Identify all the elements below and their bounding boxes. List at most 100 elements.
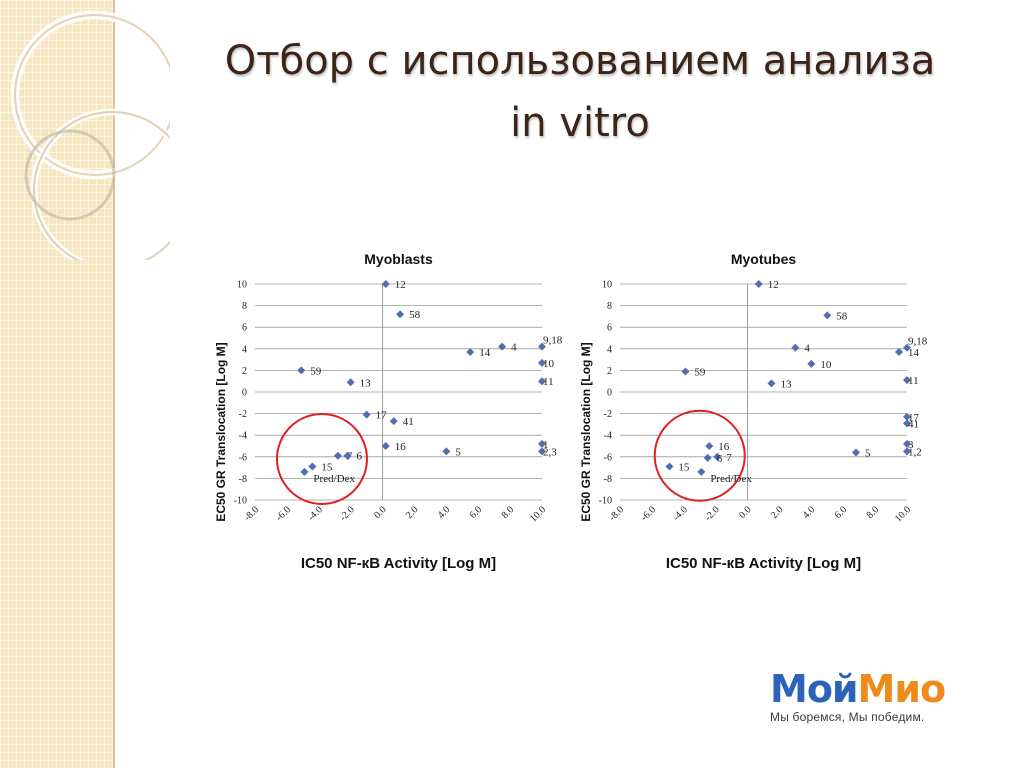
logo-tagline: Мы боремся, Мы победим. [770,710,925,724]
data-point [903,439,911,448]
y-tick-label: -10 [234,496,247,507]
data-point-label: 3 [908,439,914,451]
x-tick-label: -4.0 [671,504,690,523]
data-point [343,451,352,460]
data-point [396,310,405,319]
data-point [903,447,911,456]
y-tick-label: 6 [607,323,612,334]
data-point [903,419,911,428]
data-point [498,342,507,351]
data-point-label: 10 [820,359,832,371]
y-tick-label: -4 [604,431,612,442]
y-tick-label: 2 [607,366,612,377]
highlight-circle [653,409,746,502]
data-point-label: 9,18 [908,336,928,348]
y-tick-label: 4 [607,344,612,355]
data-point-label: 9,18 [543,335,563,347]
x-tick-label: 0.0 [737,504,754,521]
y-tick-label: 0 [242,388,247,399]
logo: МойМио Мы боремся, Мы победим. [770,668,990,724]
slide-title-line-2: in vitro [510,100,650,146]
data-point-label: 11 [908,375,919,387]
data-point-label: 59 [310,365,322,377]
x-tick-label: 10.0 [893,504,913,524]
y-tick-label: 0 [607,388,612,399]
data-point-label: 12 [395,279,406,291]
data-point-label: 41 [908,418,919,430]
y-tick-label: -4 [239,431,247,442]
data-point-label: 12 [768,279,779,291]
y-axis-label: EC50 GR Translocation [Log M] [579,342,593,521]
slide-title: Отбор с использованием анализа in vitro [150,30,1010,154]
y-tick-label: -2 [604,409,612,420]
data-point-label: 17 [376,410,388,422]
data-point [713,452,722,461]
x-axis-label: IC50 NF-кB Activity [Log M] [301,555,496,572]
data-point [308,462,317,471]
x-tick-label: -8.0 [607,504,626,523]
chart-svg: Myoblasts 10 8 6 4 2 0 -2 -4 -6 -8 -10-8.0 -6.0 -4.0-… [214,251,563,572]
data-point-label: 1 [543,439,549,451]
data-point [665,462,674,471]
data-point [538,377,546,386]
data-point [767,379,776,388]
x-tick-label: -6.0 [274,504,293,523]
slide-title-line-1: Отбор с использованием анализа [224,38,936,84]
data-point-label: 16 [718,441,730,453]
data-point-label: 5 [455,446,461,458]
data-point-label: 13 [360,377,372,389]
data-point-label: 6 [717,453,723,465]
data-point [346,378,355,387]
logo-part-2: Мио [857,667,947,711]
x-tick-label: 2.0 [769,504,786,521]
data-point-label: 15 [678,462,690,474]
chart-title: Myotubes [731,251,797,267]
data-point [362,410,371,419]
decorative-rings [10,10,170,260]
y-tick-label: 8 [607,301,612,312]
data-point-label: 10 [543,358,555,370]
data-point [297,366,306,375]
data-point-label: 59 [694,366,706,378]
highlight-circle [275,412,368,505]
data-point [333,451,342,460]
x-tick-label: 6.0 [468,504,485,521]
side-strip-border [113,0,115,768]
x-tick-label: 6.0 [833,504,850,521]
data-point [791,343,800,352]
data-point-label: 17 [908,412,920,424]
data-point-label: 14 [908,347,920,359]
data-point-label: 58 [836,310,848,322]
data-point [895,348,904,357]
x-tick-label: 4.0 [436,504,453,521]
data-point-label: 41 [403,416,414,428]
chart-myoblasts: Myoblasts 10 8 6 4 2 0 -2 -4 -6 -8 -10 -8.0 -6.0 -4.0-… [205,238,565,578]
chart-title: Myoblasts [364,251,433,267]
data-point-label: 4 [511,342,517,354]
data-point-label: 4 [804,343,810,355]
data-point-label: 14 [479,347,491,359]
data-point [381,442,390,450]
data-point-label: 11 [543,376,554,388]
x-tick-label: 10.0 [528,504,548,524]
y-tick-label: 6 [242,323,247,334]
x-tick-label: 2.0 [404,504,421,521]
chart-svg: Myotubes 10 8 6 4 2 0 -2 -4 -6 -8 -10-8.0 -6.0 -4.0 -2… [579,251,928,572]
data-point [705,442,714,450]
data-point [903,343,911,352]
x-tick-label: -4.0 [306,504,325,523]
data-point-label: 5 [865,447,871,459]
data-point [300,467,309,476]
data-point [538,358,546,367]
data-point [681,367,690,376]
data-point-label: Pred/Dex [313,473,355,485]
data-point [903,376,911,385]
x-tick-label: -2.0 [338,504,357,523]
y-tick-label: 2 [242,366,247,377]
data-point-label: 16 [395,441,407,453]
data-point-label: 7 [726,452,732,464]
x-tick-label: -2.0 [703,504,722,523]
chart-myotubes: Myotubes 10 8 6 4 2 0 -2 -4 -6 -8 -10 -8.0 -6.0 -4.0 -2… [570,238,930,578]
data-point [442,447,451,456]
data-point [389,417,398,426]
